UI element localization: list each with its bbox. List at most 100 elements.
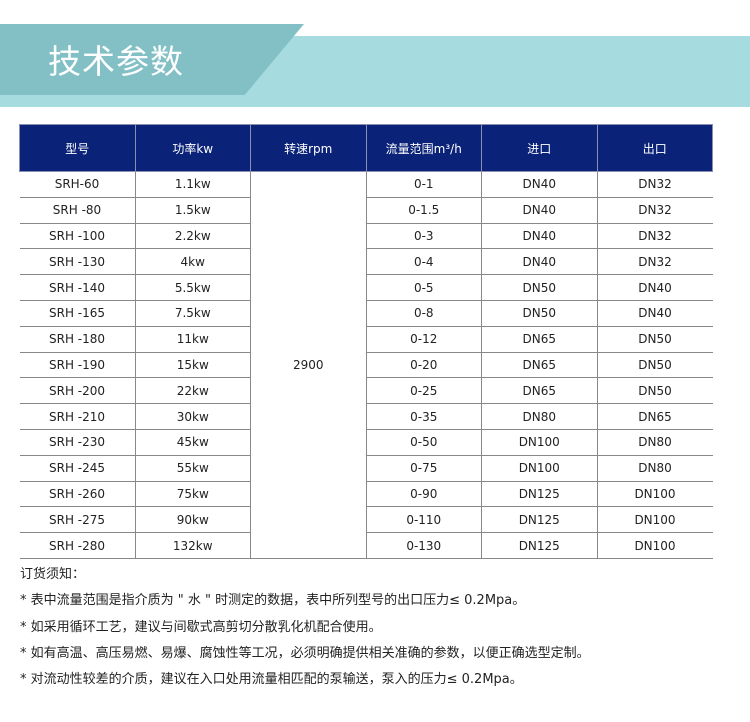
table-cell: 0-50 — [365, 428, 482, 456]
table-cell: DN80 — [596, 428, 713, 456]
table-row: SRH -260 75kw 0-90 DN125 DN100 — [19, 480, 713, 508]
table-cell: 1.5kw — [134, 196, 251, 224]
section-title: 技术参数 — [48, 42, 184, 81]
notes-heading: 订货须知： — [20, 567, 86, 582]
table-cell: 132kw — [134, 532, 251, 559]
table-cell: DN100 — [596, 506, 713, 534]
table-cell: DN65 — [596, 403, 713, 430]
column-header: 出口 — [596, 124, 713, 172]
table-cell: DN32 — [596, 222, 713, 250]
column-header: 型号 — [19, 124, 136, 172]
table-cell: DN100 — [481, 454, 598, 482]
table-cell: 0-4 — [365, 248, 482, 276]
column-header: 转速rpm — [250, 124, 367, 172]
table-cell: DN125 — [481, 480, 598, 508]
table-row: SRH -130 4kw 0-4 DN40 DN32 — [19, 248, 713, 276]
table-cell: SRH -140 — [19, 274, 136, 301]
table-cell: DN40 — [481, 248, 598, 276]
table-cell: 2.2kw — [134, 222, 251, 250]
table-cell: DN40 — [481, 222, 598, 250]
table-row: SRH -100 2.2kw 0-3 DN40 DN32 — [19, 222, 713, 250]
table-cell: DN32 — [596, 171, 713, 198]
table-row: SRH -190 15kw 0-20 DN65 DN50 — [19, 351, 713, 379]
table-cell: 0-110 — [365, 506, 482, 534]
table-row: SRH -245 55kw 0-75 DN100 DN80 — [19, 454, 713, 482]
table-cell: SRH -130 — [19, 248, 136, 276]
table-cell: SRH -200 — [19, 377, 136, 405]
table-cell: SRH -180 — [19, 325, 136, 353]
table-row: SRH-60 1.1kw 2900 0-1 DN40 DN32 — [19, 171, 713, 559]
table-row: SRH -80 1.5kw 0-1.5 DN40 DN32 — [19, 196, 713, 224]
table-cell: DN100 — [481, 428, 598, 456]
table-cell: SRH -190 — [19, 351, 136, 379]
table-cell: 0-1 — [365, 171, 482, 198]
table-cell: 15kw — [134, 351, 251, 379]
table-cell: 30kw — [134, 403, 251, 430]
table-cell: 0-35 — [365, 403, 482, 430]
table-cell: 0-20 — [365, 351, 482, 379]
table-cell: SRH -165 — [19, 299, 136, 327]
table-cell: DN80 — [481, 403, 598, 430]
table-row: SRH -165 7.5kw 0-8 DN50 DN40 — [19, 299, 713, 327]
table-cell: 75kw — [134, 480, 251, 508]
table-cell: DN65 — [481, 377, 598, 405]
table-cell: 4kw — [134, 248, 251, 276]
note-item: * 如采用循环工艺，建议与间歇式高剪切分散乳化机配合使用。 — [20, 619, 382, 635]
table-cell: 0-5 — [365, 274, 482, 301]
column-header: 流量范围m³/h — [365, 124, 482, 172]
table-cell: 55kw — [134, 454, 251, 482]
table-cell: DN40 — [596, 274, 713, 301]
speed-cell: 2900 — [250, 171, 367, 559]
table-cell: DN40 — [481, 171, 598, 198]
table-cell: 0-8 — [365, 299, 482, 327]
note-item: * 如有高温、高压易燃、易爆、腐蚀性等工况，必须明确提供相关准确的参数，以便正确… — [20, 645, 590, 661]
column-header: 进口 — [481, 124, 598, 172]
note-item: * 对流动性较差的介质，建议在入口处用流量相匹配的泵输送，泵入的压力≤ 0.2M… — [20, 672, 523, 688]
table-row: SRH -200 22kw 0-25 DN65 DN50 — [19, 377, 713, 405]
table-cell: SRH -100 — [19, 222, 136, 250]
table-cell: DN50 — [596, 377, 713, 405]
table-cell: SRH -260 — [19, 480, 136, 508]
table-header-row: 型号 功率kw 转速rpm 流量范围m³/h 进口 出口 — [19, 124, 713, 172]
table-cell: DN125 — [481, 532, 598, 559]
table-row: SRH -140 5.5kw 0-5 DN50 DN40 — [19, 274, 713, 301]
table-cell: SRH -80 — [19, 196, 136, 224]
table-cell: DN32 — [596, 248, 713, 276]
table-row: SRH -210 30kw 0-35 DN80 DN65 — [19, 403, 713, 430]
table-cell: DN50 — [596, 351, 713, 379]
table-cell: DN125 — [481, 506, 598, 534]
table-cell: SRH -245 — [19, 454, 136, 482]
table-cell: 5.5kw — [134, 274, 251, 301]
table-cell: DN100 — [596, 532, 713, 559]
title-banner-tab — [0, 24, 304, 95]
order-notes: 订货须知： * 表中流量范围是指介质为 " 水 " 时测定的数据，表中所列型号的… — [20, 565, 590, 696]
table-row: SRH -230 45kw 0-50 DN100 DN80 — [19, 428, 713, 456]
table-cell: DN80 — [596, 454, 713, 482]
table-cell: 7.5kw — [134, 299, 251, 327]
table-row: SRH -280 132kw 0-130 DN125 DN100 — [19, 532, 713, 559]
table-cell: DN65 — [481, 351, 598, 379]
table-cell: DN32 — [596, 196, 713, 224]
table-cell: 0-75 — [365, 454, 482, 482]
table-cell: DN50 — [596, 325, 713, 353]
table-cell: DN50 — [481, 274, 598, 301]
table-cell: 0-25 — [365, 377, 482, 405]
table-cell: 90kw — [134, 506, 251, 534]
table-cell: 0-1.5 — [365, 196, 482, 224]
table-cell: 11kw — [134, 325, 251, 353]
table-row: SRH -275 90kw 0-110 DN125 DN100 — [19, 506, 713, 534]
table-cell: 22kw — [134, 377, 251, 405]
table-cell: SRH -280 — [19, 532, 136, 559]
column-header: 功率kw — [134, 124, 251, 172]
table-cell: DN65 — [481, 325, 598, 353]
table-cell: 0-90 — [365, 480, 482, 508]
table-cell: SRH-60 — [19, 171, 136, 198]
table-cell: 1.1kw — [134, 171, 251, 198]
spec-table: 型号 功率kw 转速rpm 流量范围m³/h 进口 出口 SRH-60 1.1kw 2900 0… — [19, 124, 713, 559]
table-cell: DN40 — [596, 299, 713, 327]
table-cell: 0-12 — [365, 325, 482, 353]
table-cell: 0-3 — [365, 222, 482, 250]
table-cell: SRH -210 — [19, 403, 136, 430]
table-cell: 45kw — [134, 428, 251, 456]
table-cell: 0-130 — [365, 532, 482, 559]
